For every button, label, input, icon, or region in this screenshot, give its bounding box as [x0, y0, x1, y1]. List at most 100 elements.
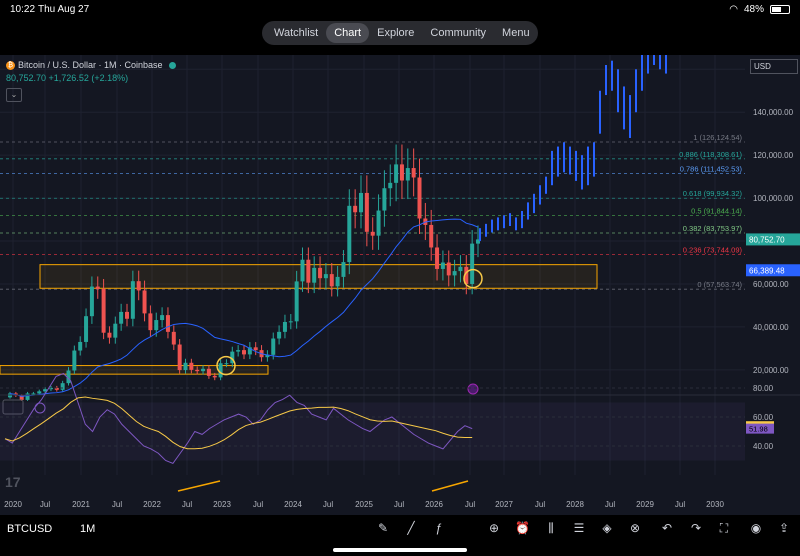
tab-menu[interactable]: Menu [502, 27, 530, 39]
candle-body [19, 395, 24, 400]
indicators-icon[interactable]: ƒ [435, 521, 443, 535]
tab-chart[interactable]: Chart [326, 23, 370, 43]
ideas-icon[interactable]: ◉ [750, 521, 762, 535]
candle-body [136, 281, 141, 291]
tab-explore[interactable]: Explore [377, 27, 415, 39]
candle-body [364, 192, 369, 232]
chart-type-icon[interactable]: ⫼ [548, 521, 554, 535]
candle-body [318, 267, 323, 279]
time-tick-label: 2027 [495, 500, 513, 509]
collapse-legend-button[interactable]: ⌄ [6, 88, 22, 102]
time-tick-label: 2028 [566, 500, 584, 509]
time-tick-label: 2020 [4, 500, 22, 509]
candle-body [48, 387, 53, 390]
time-tick-label: 2030 [706, 500, 724, 509]
candle-body [130, 281, 135, 319]
top-nav: Watchlist Chart Explore Community Menu [262, 21, 538, 45]
candle-body [78, 341, 83, 351]
fib-label: 1 (126,124.54) [693, 133, 742, 142]
candle-body [347, 205, 352, 263]
price-tag-label: 66,389.48 [749, 266, 785, 275]
candle-body [277, 331, 282, 339]
candle-body [236, 350, 241, 352]
alert-icon[interactable]: ⏰ [515, 521, 530, 535]
fib-label: 0.786 (111,452.53) [680, 165, 743, 174]
rsi-tick-label: 80.00 [753, 384, 774, 393]
layers-icon[interactable]: ◈ [602, 521, 612, 535]
share-icon[interactable]: ⇪ [778, 521, 790, 535]
fullscreen-icon[interactable]: ⛶ [719, 521, 729, 535]
symbol-button[interactable]: BTCUSD [7, 523, 53, 535]
candle-body [101, 288, 106, 333]
templates-icon[interactable]: ☰ [573, 521, 585, 535]
time-tick-label: 2023 [213, 500, 231, 509]
divergence-line [177, 480, 221, 492]
time-tick-label: Jul [40, 500, 50, 509]
bitcoin-icon: ₿ [6, 60, 15, 70]
currency-select[interactable]: USD [750, 59, 798, 74]
candle-body [37, 391, 42, 394]
candle-body [394, 164, 399, 183]
candle-body [212, 375, 217, 378]
tab-community[interactable]: Community [430, 27, 487, 39]
rsi-line [4, 372, 473, 465]
time-tick-label: Jul [465, 500, 475, 509]
price-tick-label: 140,000.00 [753, 108, 794, 117]
candle-body [282, 321, 287, 332]
candle-body [294, 281, 299, 322]
chart-area[interactable]: 180,000.00160,000.00140,000.00120,000.00… [0, 22, 800, 515]
rsi-tick-label: 60.00 [753, 413, 774, 422]
price-tick-label: 120,000.00 [753, 151, 794, 160]
tab-watchlist[interactable]: Watchlist [274, 27, 319, 39]
time-tick-label: 2026 [425, 500, 443, 509]
candle-body [353, 205, 358, 213]
fib-label: 0.618 (99,934.32) [683, 189, 743, 198]
candle-body [271, 338, 276, 355]
undo-icon[interactable]: ↶ [661, 521, 673, 535]
battery-percent: 48% [743, 4, 764, 15]
candle-body [288, 321, 293, 323]
price-tick-label: 40,000.00 [753, 323, 789, 332]
add-icon[interactable]: ⊕ [488, 521, 500, 535]
candle-body [224, 363, 229, 365]
candle-body [300, 259, 305, 282]
candle-body [464, 266, 469, 284]
line-tool-icon[interactable]: ╱ [407, 521, 415, 535]
candle-body [177, 344, 182, 371]
time-tick-label: Jul [112, 500, 122, 509]
symbol-title: Bitcoin / U.S. Dollar · 1M · Coinbase [18, 60, 163, 70]
candle-body [60, 383, 65, 390]
time-tick-label: Jul [323, 500, 333, 509]
candle-body [341, 262, 346, 277]
chart-svg[interactable]: 180,000.00160,000.00140,000.00120,000.00… [0, 22, 800, 515]
candle-body [370, 231, 375, 236]
draw-icon[interactable]: ✎ [377, 521, 389, 535]
candle-body [206, 368, 211, 376]
candle-body [165, 315, 170, 332]
price-tag [746, 264, 800, 277]
status-date: Thu Aug 27 [38, 4, 90, 15]
compare-icon[interactable]: ⊗ [629, 521, 641, 535]
candle-body [218, 363, 223, 378]
candle-body [359, 192, 363, 213]
candle-body [54, 387, 59, 390]
status-time: 10:22 [10, 4, 36, 15]
candle-body [329, 274, 334, 287]
symbol-legend[interactable]: ₿ Bitcoin / U.S. Dollar · 1M · Coinbase [6, 60, 176, 70]
candle-body [242, 350, 246, 355]
candle-body [440, 262, 445, 269]
price-tag [746, 233, 800, 246]
fib-label: 0.236 (73,744.09) [683, 245, 743, 254]
candle-body [470, 243, 475, 284]
battery-icon [770, 5, 790, 14]
redo-icon[interactable]: ↷ [690, 521, 702, 535]
candle-body [148, 313, 153, 331]
time-tick-label: 2025 [355, 500, 373, 509]
candle-body [411, 168, 416, 178]
rsi-band [0, 402, 745, 461]
candle-body [405, 168, 410, 181]
timeframe-button[interactable]: 1M [80, 523, 96, 535]
rsi-collapse-button [2, 399, 24, 415]
candle-body [171, 331, 176, 345]
wifi-icon: ◠ [729, 4, 738, 15]
